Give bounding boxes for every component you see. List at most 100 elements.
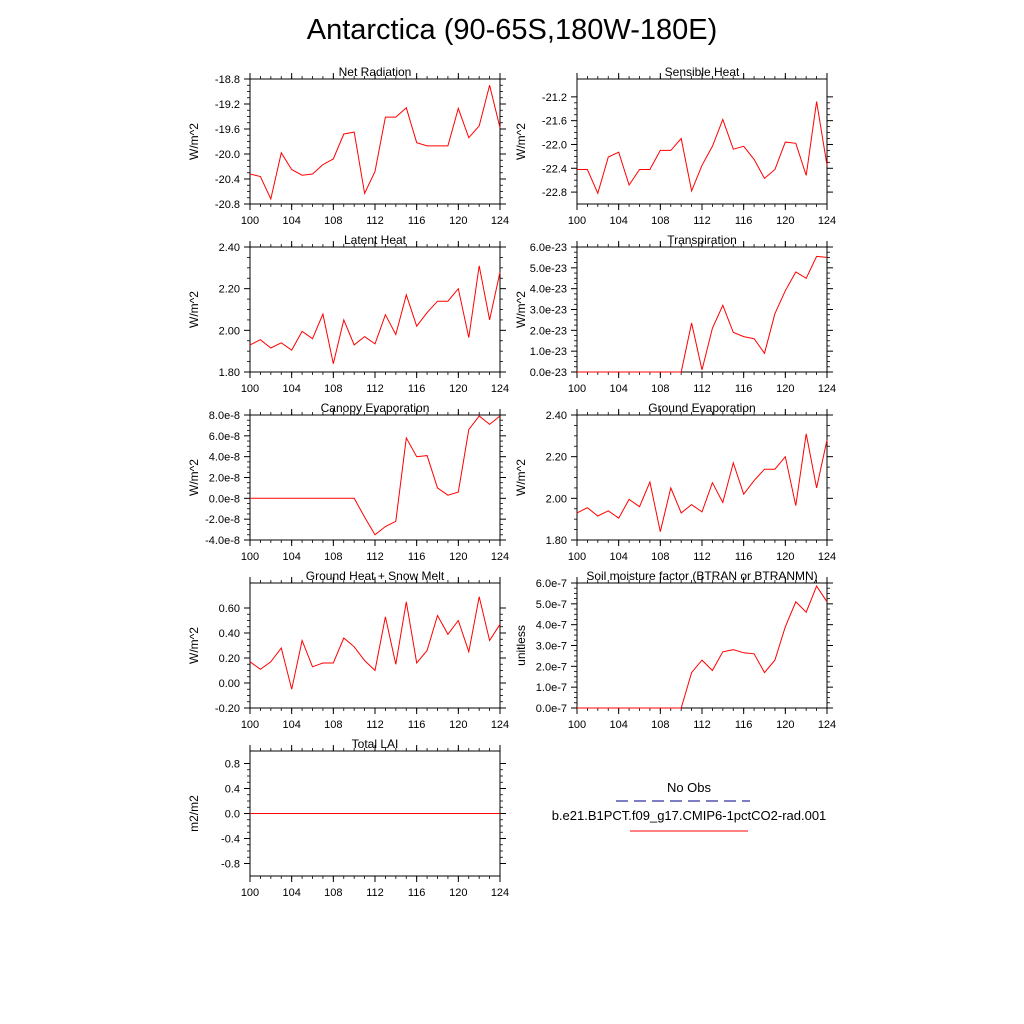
x-tick-label: 108 <box>324 383 342 395</box>
x-tick-label: 104 <box>609 383 627 395</box>
y-tick-label: -22.4 <box>542 163 567 175</box>
x-tick-label: 116 <box>408 719 426 731</box>
x-tick-label: 104 <box>282 383 300 395</box>
x-tick-label: 112 <box>693 383 711 395</box>
y-tick-label: 0.00 <box>219 678 240 690</box>
x-tick-label: 120 <box>776 383 794 395</box>
y-axis-label: W/m^2 <box>187 627 201 664</box>
y-tick-label: 5.0e-23 <box>530 263 567 275</box>
y-tick-label: -22.0 <box>542 139 567 151</box>
x-tick-label: 120 <box>449 551 467 563</box>
chart-title: Net Radiation <box>339 65 412 79</box>
y-tick-label: -19.2 <box>215 99 240 111</box>
series-line <box>577 101 828 195</box>
y-tick-label: 2.00 <box>546 493 567 505</box>
x-tick-label: 124 <box>818 383 836 395</box>
legend: No Obs b.e21.B1PCT.f09_g17.CMIP6-1pctCO2… <box>552 780 827 832</box>
x-tick-label: 120 <box>449 383 467 395</box>
y-tick-label: 4.0e-23 <box>530 284 567 296</box>
plot-frame <box>576 582 828 709</box>
x-tick-label: 124 <box>818 551 836 563</box>
plot-frame <box>249 78 501 205</box>
series-line <box>249 85 501 201</box>
x-tick-label: 108 <box>651 215 669 227</box>
y-tick-label: 3.0e-7 <box>536 641 567 653</box>
x-tick-label: 112 <box>366 887 384 899</box>
y-tick-label: 2.0e-7 <box>536 661 567 673</box>
y-tick-label: 8.0e-8 <box>209 410 240 422</box>
x-tick-label: 104 <box>282 215 300 227</box>
x-tick-label: 104 <box>609 719 627 731</box>
x-tick-label: 108 <box>324 551 342 563</box>
x-tick-label: 116 <box>408 383 426 395</box>
y-tick-label: 3.0e-23 <box>530 305 567 317</box>
y-tick-label: -0.4 <box>221 834 240 846</box>
legend-obs-label: No Obs <box>667 780 712 795</box>
chart-title: Ground Heat + Snow Melt <box>306 569 445 583</box>
y-tick-label: 2.0e-23 <box>530 325 567 337</box>
x-tick-label: 104 <box>282 551 300 563</box>
y-axis-label: m2/m2 <box>187 795 201 832</box>
y-axis-label: W/m^2 <box>514 291 528 328</box>
y-axis-label: W/m^2 <box>187 291 201 328</box>
x-tick-label: 108 <box>651 383 669 395</box>
y-tick-label: -19.6 <box>215 124 240 136</box>
y-tick-label: 2.0e-8 <box>209 473 240 485</box>
x-tick-label: 116 <box>735 215 753 227</box>
chart-title: Canopy Evaporation <box>321 401 430 415</box>
x-tick-label: 112 <box>366 719 384 731</box>
y-axis-label: W/m^2 <box>514 459 528 496</box>
chart-title: Ground Evaporation <box>648 401 755 415</box>
x-tick-label: 108 <box>651 551 669 563</box>
x-tick-label: 120 <box>776 551 794 563</box>
y-tick-label: 0.0e-23 <box>530 367 567 379</box>
chart-panel: Canopy Evaporation 100 104 108 112 116 120 124 -… <box>187 401 509 563</box>
series-line <box>577 255 828 373</box>
x-tick-label: 104 <box>609 551 627 563</box>
series-line <box>576 433 828 532</box>
y-tick-label: 2.40 <box>546 410 567 422</box>
x-tick-label: 124 <box>818 215 836 227</box>
x-tick-label: 104 <box>609 215 627 227</box>
y-tick-label: 1.0e-7 <box>536 682 567 694</box>
x-tick-label: 108 <box>324 887 342 899</box>
x-tick-label: 100 <box>568 719 586 731</box>
y-axis-label: unitless <box>514 625 528 666</box>
page-title: Antarctica (90-65S,180W-180E) <box>306 14 718 46</box>
y-tick-label: 0.0e-7 <box>536 703 567 715</box>
y-tick-label: 0.4 <box>225 784 240 796</box>
y-tick-label: -20.0 <box>215 149 240 161</box>
x-tick-label: 116 <box>408 551 426 563</box>
chart-title: Sensible Heat <box>665 65 740 79</box>
x-tick-label: 108 <box>324 719 342 731</box>
y-tick-label: 1.80 <box>546 535 567 547</box>
y-tick-label: 4.0e-7 <box>536 620 567 632</box>
series-line <box>249 596 501 690</box>
plot-frame <box>576 246 828 373</box>
x-tick-label: 120 <box>449 215 467 227</box>
y-tick-label: 1.80 <box>219 367 240 379</box>
x-tick-label: 124 <box>491 551 509 563</box>
series-line <box>249 265 501 364</box>
y-tick-label: -20.4 <box>215 174 240 186</box>
x-tick-label: 116 <box>735 551 753 563</box>
chart-panel: Latent Heat 100 104 108 112 116 120 124 1.80 2.00… <box>187 233 509 395</box>
x-tick-label: 120 <box>776 719 794 731</box>
plot-frame <box>249 582 501 709</box>
x-tick-label: 124 <box>818 719 836 731</box>
x-tick-label: 100 <box>241 719 259 731</box>
x-tick-label: 124 <box>491 383 509 395</box>
x-tick-label: 112 <box>366 383 384 395</box>
y-tick-label: 6.0e-8 <box>209 431 240 443</box>
y-tick-label: 6.0e-23 <box>530 242 567 254</box>
y-axis-label: W/m^2 <box>187 123 201 160</box>
y-tick-label: -0.20 <box>215 703 240 715</box>
x-tick-label: 112 <box>693 719 711 731</box>
y-tick-label: -0.8 <box>221 859 240 871</box>
y-tick-label: 2.20 <box>219 284 240 296</box>
chart-title: Soil moisture factor (BTRAN or BTRANMN) <box>586 569 817 583</box>
y-tick-label: 0.60 <box>219 603 240 615</box>
x-tick-label: 116 <box>408 215 426 227</box>
chart-title: Latent Heat <box>344 233 407 247</box>
legend-case-label: b.e21.B1PCT.f09_g17.CMIP6-1pctCO2-rad.00… <box>552 808 827 823</box>
